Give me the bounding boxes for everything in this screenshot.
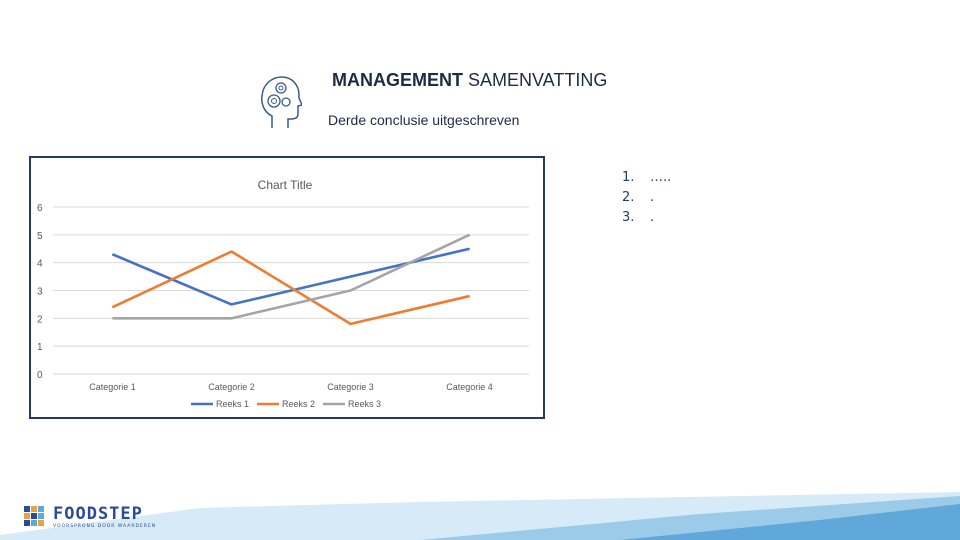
data-point bbox=[231, 251, 232, 253]
y-tick-label: 5 bbox=[37, 231, 43, 242]
x-tick-label: Categorie 4 bbox=[446, 382, 493, 392]
legend-label: Reeks 3 bbox=[348, 399, 381, 409]
footer-band bbox=[0, 492, 960, 540]
series-line bbox=[111, 250, 470, 326]
x-tick-label: Categorie 3 bbox=[327, 382, 374, 392]
list-item: 1.….. bbox=[622, 170, 672, 185]
y-tick-label: 0 bbox=[37, 370, 43, 381]
chart-title: Chart Title bbox=[258, 178, 313, 192]
data-point bbox=[112, 306, 113, 308]
data-point bbox=[469, 234, 470, 236]
series-line bbox=[112, 233, 471, 320]
page-title: MANAGEMENT SAMENVATTING bbox=[332, 70, 608, 90]
data-point bbox=[231, 317, 232, 319]
legend-label: Reeks 1 bbox=[216, 399, 249, 409]
brand-tagline: VOORSPRONG DOOR WAARDEREN bbox=[53, 524, 157, 529]
foodstep-logo-icon bbox=[24, 506, 44, 526]
y-tick-label: 3 bbox=[37, 287, 43, 298]
data-point bbox=[469, 295, 470, 297]
y-tick-label: 4 bbox=[37, 259, 43, 270]
y-tick-label: 6 bbox=[37, 203, 43, 214]
head-gears-icon bbox=[261, 76, 302, 128]
data-point bbox=[112, 253, 113, 255]
brand-name: FOODSTEP bbox=[53, 504, 143, 524]
y-tick-label: 1 bbox=[37, 342, 43, 353]
numbered-list: 1.….. 2.. 3.. bbox=[622, 168, 671, 228]
data-point bbox=[112, 317, 113, 319]
y-tick-label: 2 bbox=[37, 314, 43, 325]
series-line bbox=[111, 247, 470, 306]
data-point bbox=[469, 248, 470, 250]
data-point bbox=[231, 303, 232, 305]
x-tick-label: Categorie 2 bbox=[208, 382, 255, 392]
x-tick-label: Categorie 1 bbox=[89, 382, 136, 392]
page-subtitle: Derde conclusie uitgeschreven bbox=[328, 112, 520, 128]
data-point bbox=[350, 323, 351, 325]
list-item: 3.. bbox=[622, 210, 655, 225]
line-chart[interactable]: Chart Title 0 1 2 3 4 5 6 Categorie 1 Categorie… bbox=[29, 156, 545, 419]
data-point bbox=[350, 276, 351, 278]
list-item: 2.. bbox=[622, 190, 655, 205]
legend-label: Reeks 2 bbox=[282, 399, 315, 409]
data-point bbox=[350, 290, 351, 291]
chart-canvas: Chart Title 0 1 2 3 4 5 6 Categorie 1 Categorie… bbox=[37, 178, 529, 409]
